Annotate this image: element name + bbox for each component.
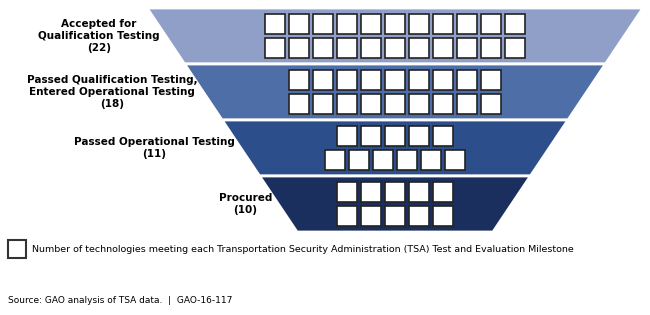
FancyBboxPatch shape (409, 38, 429, 58)
FancyBboxPatch shape (433, 206, 453, 226)
FancyBboxPatch shape (313, 94, 333, 114)
FancyBboxPatch shape (409, 206, 429, 226)
FancyBboxPatch shape (409, 70, 429, 90)
FancyBboxPatch shape (433, 126, 453, 146)
FancyBboxPatch shape (289, 14, 309, 34)
FancyBboxPatch shape (421, 150, 441, 170)
FancyBboxPatch shape (505, 14, 525, 34)
FancyBboxPatch shape (385, 126, 405, 146)
Text: Procured
(10): Procured (10) (219, 193, 272, 215)
FancyBboxPatch shape (361, 14, 381, 34)
FancyBboxPatch shape (349, 150, 369, 170)
Polygon shape (222, 120, 568, 176)
FancyBboxPatch shape (433, 94, 453, 114)
FancyBboxPatch shape (409, 182, 429, 202)
FancyBboxPatch shape (361, 38, 381, 58)
FancyBboxPatch shape (385, 206, 405, 226)
Text: Passed Qualification Testing,
Entered Operational Testing
(18): Passed Qualification Testing, Entered Op… (27, 75, 197, 109)
FancyBboxPatch shape (337, 126, 357, 146)
FancyBboxPatch shape (481, 38, 501, 58)
FancyBboxPatch shape (445, 150, 465, 170)
FancyBboxPatch shape (361, 206, 381, 226)
Text: Accepted for
Qualification Testing
(22): Accepted for Qualification Testing (22) (38, 20, 160, 53)
FancyBboxPatch shape (457, 14, 477, 34)
FancyBboxPatch shape (385, 14, 405, 34)
FancyBboxPatch shape (433, 70, 453, 90)
FancyBboxPatch shape (481, 14, 501, 34)
FancyBboxPatch shape (457, 70, 477, 90)
FancyBboxPatch shape (505, 38, 525, 58)
FancyBboxPatch shape (265, 38, 285, 58)
FancyBboxPatch shape (481, 94, 501, 114)
FancyBboxPatch shape (361, 126, 381, 146)
Polygon shape (185, 64, 606, 120)
FancyBboxPatch shape (265, 14, 285, 34)
FancyBboxPatch shape (313, 70, 333, 90)
FancyBboxPatch shape (433, 14, 453, 34)
FancyBboxPatch shape (409, 126, 429, 146)
FancyBboxPatch shape (397, 150, 417, 170)
FancyBboxPatch shape (373, 150, 393, 170)
FancyBboxPatch shape (289, 70, 309, 90)
FancyBboxPatch shape (385, 94, 405, 114)
Text: Number of technologies meeting each Transportation Security Administration (TSA): Number of technologies meeting each Tran… (32, 244, 574, 254)
FancyBboxPatch shape (457, 94, 477, 114)
Text: Source: GAO analysis of TSA data.  |  GAO-16-117: Source: GAO analysis of TSA data. | GAO-… (8, 296, 233, 305)
FancyBboxPatch shape (361, 94, 381, 114)
FancyBboxPatch shape (289, 94, 309, 114)
FancyBboxPatch shape (313, 38, 333, 58)
FancyBboxPatch shape (457, 38, 477, 58)
FancyBboxPatch shape (337, 70, 357, 90)
FancyBboxPatch shape (409, 94, 429, 114)
FancyBboxPatch shape (313, 14, 333, 34)
FancyBboxPatch shape (289, 38, 309, 58)
FancyBboxPatch shape (385, 70, 405, 90)
FancyBboxPatch shape (337, 14, 357, 34)
FancyBboxPatch shape (361, 182, 381, 202)
FancyBboxPatch shape (385, 182, 405, 202)
Text: Passed Operational Testing
(11): Passed Operational Testing (11) (74, 137, 235, 159)
FancyBboxPatch shape (8, 240, 26, 258)
FancyBboxPatch shape (337, 38, 357, 58)
FancyBboxPatch shape (481, 70, 501, 90)
FancyBboxPatch shape (385, 38, 405, 58)
FancyBboxPatch shape (433, 38, 453, 58)
FancyBboxPatch shape (361, 70, 381, 90)
FancyBboxPatch shape (433, 182, 453, 202)
Polygon shape (147, 8, 643, 64)
Polygon shape (259, 176, 530, 232)
FancyBboxPatch shape (325, 150, 345, 170)
FancyBboxPatch shape (337, 182, 357, 202)
FancyBboxPatch shape (409, 14, 429, 34)
FancyBboxPatch shape (337, 94, 357, 114)
FancyBboxPatch shape (337, 206, 357, 226)
